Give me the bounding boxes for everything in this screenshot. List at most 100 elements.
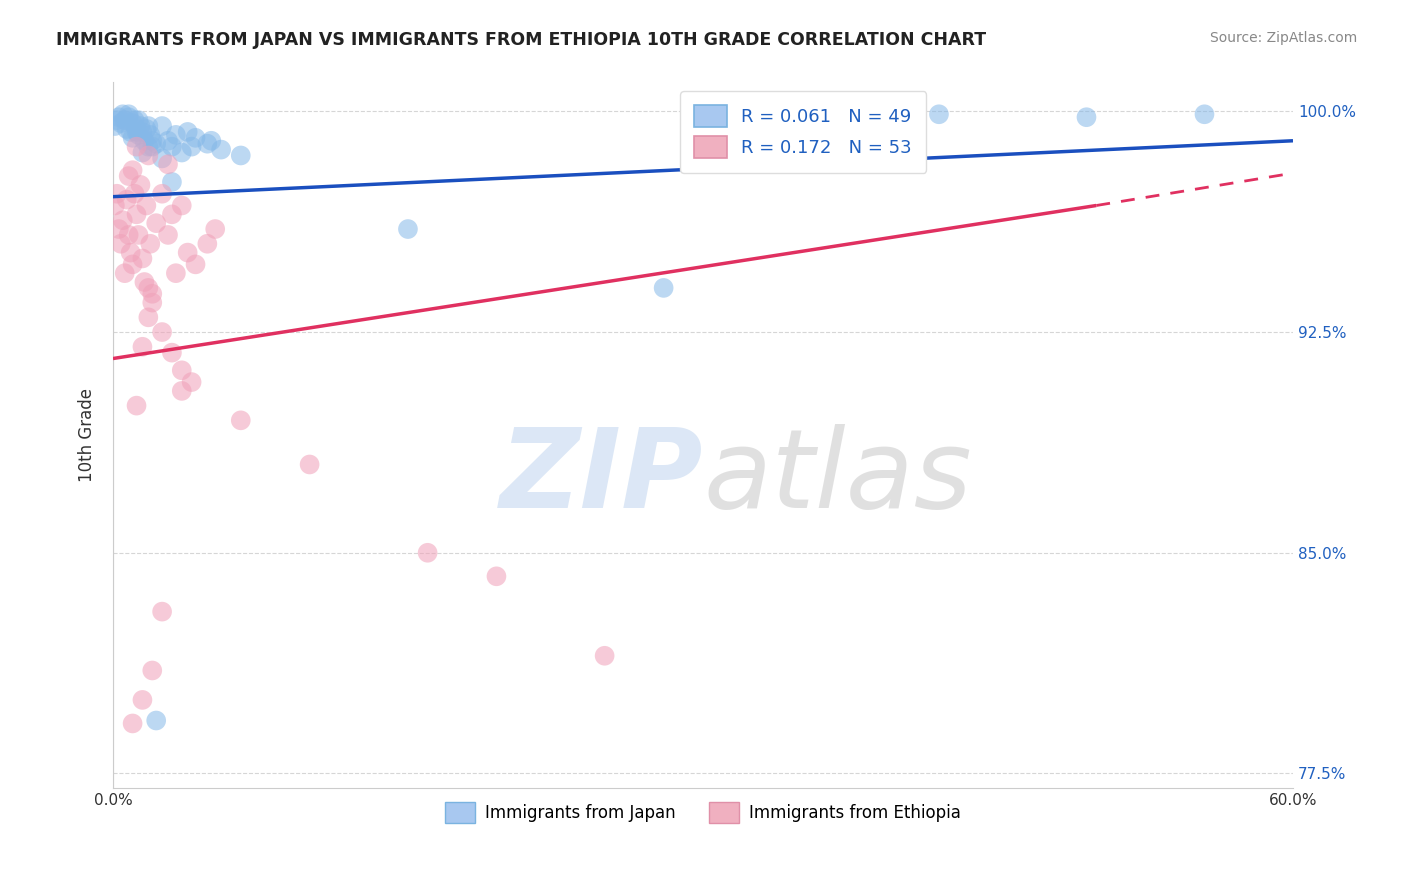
Point (125, 207, 148, 221)
Point (121, 257, 143, 271)
Point (141, 295, 163, 310)
Point (180, 139, 202, 153)
Point (160, 175, 183, 189)
Point (141, 139, 163, 153)
Point (125, 139, 148, 153)
Point (204, 222, 226, 236)
Point (135, 122, 157, 136)
Point (180, 375, 202, 389)
Point (131, 125, 153, 139)
Point (115, 193, 138, 207)
Point (176, 245, 198, 260)
Point (118, 107, 141, 121)
Point (129, 178, 152, 192)
Point (156, 227, 179, 242)
Point (145, 714, 167, 728)
Point (118, 169, 141, 183)
Point (170, 363, 193, 377)
Point (160, 345, 183, 359)
Point (170, 384, 193, 398)
Point (1076, 110, 1098, 124)
Point (118, 110, 141, 124)
Point (118, 227, 141, 242)
Point (134, 275, 156, 289)
Point (141, 664, 163, 678)
Point (138, 310, 160, 325)
Point (128, 227, 150, 242)
Point (652, 281, 675, 295)
Point (129, 119, 152, 133)
Point (121, 131, 143, 145)
Point (125, 122, 148, 136)
Point (170, 145, 193, 160)
Point (135, 198, 157, 212)
Point (184, 131, 207, 145)
Point (229, 148, 252, 162)
Point (150, 605, 173, 619)
Text: ZIP: ZIP (499, 424, 703, 531)
Point (111, 213, 134, 227)
Point (120, 245, 142, 260)
Point (138, 148, 160, 162)
Point (1194, 107, 1216, 121)
Point (115, 122, 138, 136)
Point (156, 134, 179, 148)
Point (485, 569, 508, 583)
Point (150, 119, 173, 133)
Point (141, 286, 163, 301)
Point (131, 145, 153, 160)
Point (114, 113, 136, 128)
Point (150, 325, 173, 339)
Point (108, 110, 131, 124)
Point (124, 113, 146, 128)
Point (165, 266, 187, 280)
Point (131, 252, 153, 266)
Point (141, 134, 163, 148)
Point (138, 281, 160, 295)
Point (160, 139, 183, 153)
Point (139, 236, 162, 251)
Point (131, 693, 153, 707)
Point (121, 163, 143, 178)
Point (138, 139, 160, 153)
Point (593, 648, 616, 663)
Point (110, 116, 132, 130)
Point (165, 128, 187, 142)
Point (111, 107, 134, 121)
Point (104, 119, 127, 133)
Point (128, 128, 150, 142)
Point (134, 134, 156, 148)
Point (170, 198, 193, 212)
Y-axis label: 10th Grade: 10th Grade (79, 388, 96, 482)
Point (139, 128, 162, 142)
Point (110, 236, 132, 251)
Point (120, 125, 142, 139)
Point (105, 113, 128, 128)
Point (145, 216, 167, 230)
Text: atlas: atlas (703, 424, 972, 531)
Point (195, 136, 218, 151)
Point (138, 119, 160, 133)
Point (150, 152, 173, 166)
Point (156, 157, 179, 171)
Point (298, 458, 321, 472)
Point (184, 257, 207, 271)
Point (105, 186, 128, 201)
Point (176, 125, 198, 139)
Point (229, 413, 252, 427)
Point (200, 134, 222, 148)
Point (104, 198, 127, 212)
Point (121, 716, 143, 731)
Legend: Immigrants from Japan, Immigrants from Ethiopia: Immigrants from Japan, Immigrants from E… (439, 796, 967, 830)
Point (121, 116, 143, 130)
Point (125, 399, 148, 413)
Point (195, 236, 218, 251)
Text: IMMIGRANTS FROM JAPAN VS IMMIGRANTS FROM ETHIOPIA 10TH GRADE CORRELATION CHART: IMMIGRANTS FROM JAPAN VS IMMIGRANTS FROM… (56, 31, 987, 49)
Point (145, 136, 167, 151)
Point (131, 340, 153, 354)
Point (150, 186, 173, 201)
Point (128, 113, 150, 128)
Point (114, 266, 136, 280)
Point (849, 110, 872, 124)
Point (928, 107, 950, 121)
